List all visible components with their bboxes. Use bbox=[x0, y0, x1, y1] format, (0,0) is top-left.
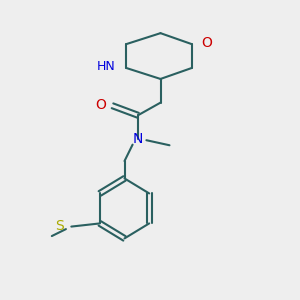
Text: S: S bbox=[56, 219, 64, 233]
Text: N: N bbox=[133, 132, 143, 146]
Text: HN: HN bbox=[97, 60, 116, 74]
Text: O: O bbox=[201, 36, 212, 50]
Text: O: O bbox=[95, 98, 106, 112]
